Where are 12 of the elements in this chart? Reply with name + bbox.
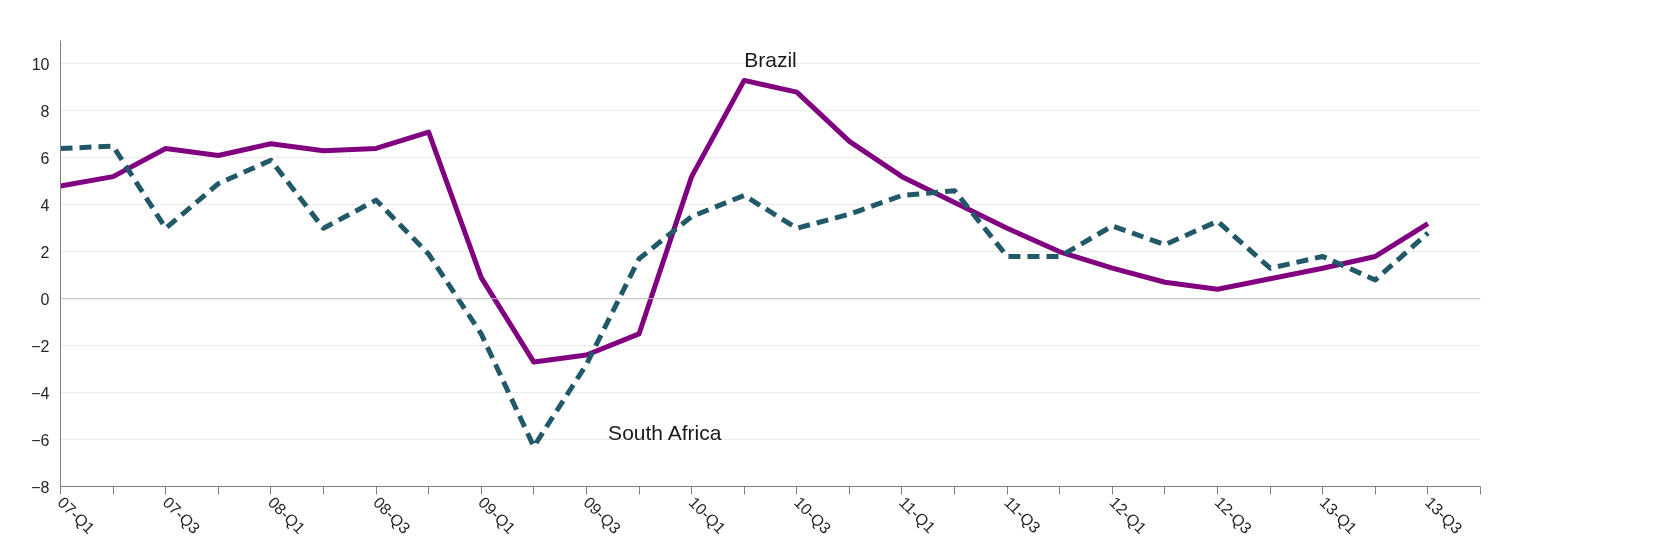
y-tick-label: 0 [40, 290, 50, 308]
y-tick-label: 6 [40, 149, 50, 167]
y-tick-label: 2 [40, 243, 50, 261]
y-tick-label: 10 [31, 55, 50, 73]
text: South Africa [608, 420, 722, 444]
series-label: Brazil [744, 47, 797, 71]
y-tick-label: 4 [40, 196, 50, 214]
y-tick-label: 8 [40, 102, 50, 120]
y-tick-label: −8 [31, 478, 50, 496]
y-tick-label: −6 [31, 431, 50, 449]
y-tick-label: −2 [31, 337, 50, 355]
y-tick-label: −4 [31, 384, 50, 402]
